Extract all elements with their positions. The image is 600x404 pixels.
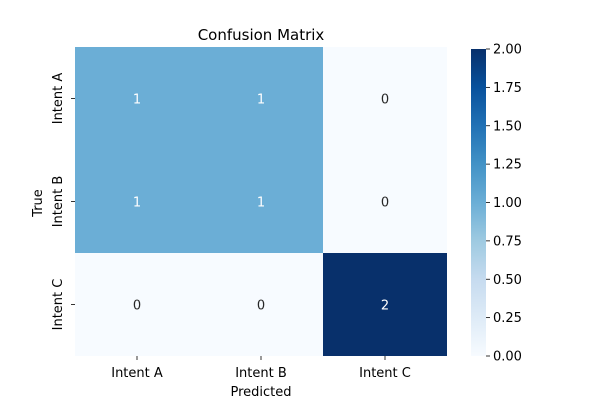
heatmap-cell-labels: 1 1 0 1 1 0 0 0 2: [133, 93, 389, 314]
heatmap-cell-r1-c2: [323, 150, 447, 253]
x-tick-label: Intent B: [235, 366, 287, 381]
heatmap-cell-r0-c2: [323, 47, 447, 150]
heatmap-cell-r2-c0: [75, 253, 199, 356]
heatmap-cell-r2-c2: [323, 253, 447, 356]
x-tick-label: Intent A: [111, 366, 163, 381]
heatmap-cell-r0-c0: [75, 47, 199, 150]
colorbar-tick-label: 0.75: [493, 234, 522, 249]
colorbar-tick-label: 2.00: [493, 43, 522, 58]
colorbar-tick-label: 0.25: [493, 311, 522, 326]
y-tick-label: Intent B: [51, 176, 66, 228]
heatmap-cell-r2-c1: [199, 253, 323, 356]
chart-title: Confusion Matrix: [198, 26, 325, 44]
cell-value-r0-c2: 0: [381, 93, 389, 108]
colorbar-tick-label: 0.50: [493, 273, 522, 288]
y-tick-label: Intent C: [51, 279, 66, 331]
cell-value-r1-c1: 1: [257, 196, 265, 211]
heatmap-cell-r0-c1: [199, 47, 323, 150]
cell-value-r1-c2: 0: [381, 196, 389, 211]
heatmap-cell-r1-c1: [199, 150, 323, 253]
y-tick-label: Intent A: [51, 73, 66, 125]
x-tick-label: Intent C: [359, 366, 411, 381]
colorbar-tick-label: 1.00: [493, 196, 522, 211]
cell-value-r2-c2: 2: [381, 299, 389, 314]
cell-value-r2-c0: 0: [133, 299, 141, 314]
colorbar-tick-label: 0.00: [493, 350, 522, 365]
y-axis-ticks: Intent A Intent B Intent C: [51, 73, 75, 331]
cell-value-r0-c1: 1: [257, 93, 265, 108]
colorbar-tick-label: 1.50: [493, 119, 522, 134]
cell-value-r0-c0: 1: [133, 93, 141, 108]
cell-value-r2-c1: 0: [257, 299, 265, 314]
heatmap-cells: [75, 47, 447, 356]
heatmap-cell-r1-c0: [75, 150, 199, 253]
x-axis-label: Predicted: [230, 385, 291, 400]
colorbar: 0.00 0.25 0.50 0.75 1.00 1.25 1.50 1.75 2.00: [471, 43, 522, 365]
colorbar-tick-label: 1.25: [493, 158, 522, 173]
colorbar-gradient: [471, 49, 486, 356]
colorbar-ticks: 0.00 0.25 0.50 0.75 1.00 1.25 1.50 1.75 2.00: [486, 43, 522, 365]
y-axis-label: True: [31, 189, 46, 218]
colorbar-tick-label: 1.75: [493, 81, 522, 96]
x-axis-ticks: Intent A Intent B Intent C: [111, 356, 411, 381]
cell-value-r1-c0: 1: [133, 196, 141, 211]
